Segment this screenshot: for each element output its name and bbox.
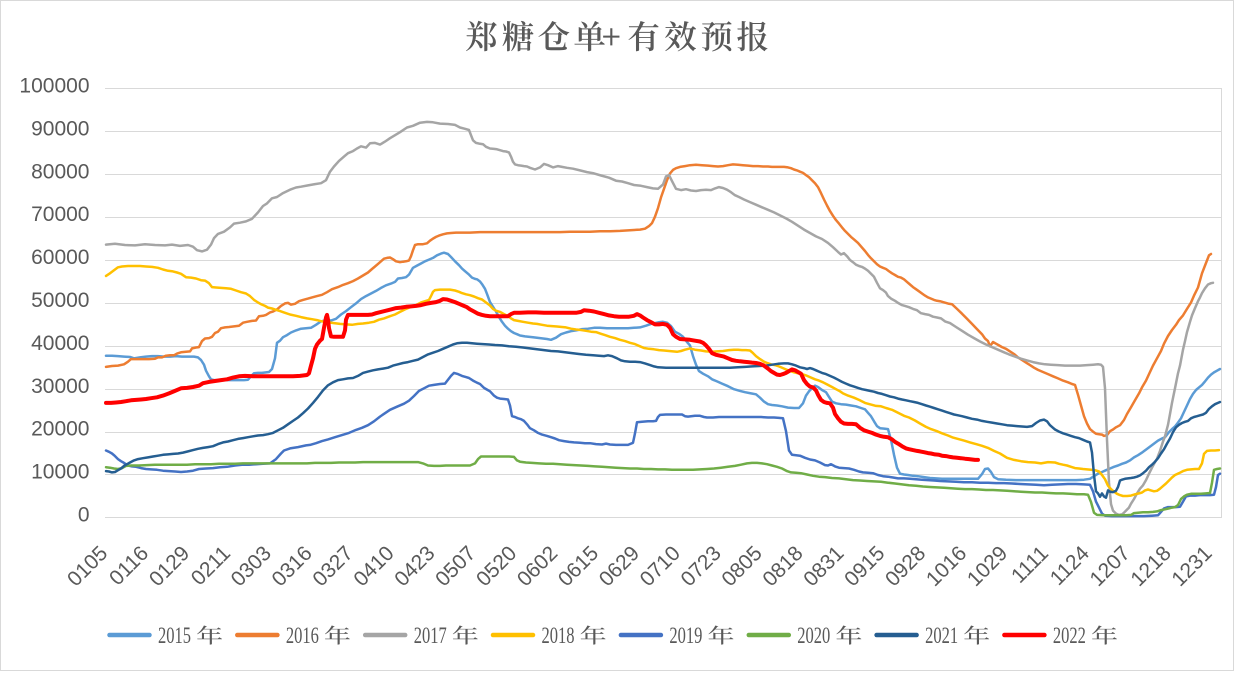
svg-text:2016: 2016 <box>286 623 319 648</box>
svg-text:2022: 2022 <box>1053 623 1086 648</box>
svg-text:0: 0 <box>78 504 90 527</box>
svg-text:2020: 2020 <box>797 623 830 648</box>
svg-text:2019: 2019 <box>669 623 702 648</box>
svg-text:20000: 20000 <box>31 418 89 441</box>
svg-text:2018: 2018 <box>542 623 575 648</box>
svg-text:2017: 2017 <box>414 623 447 648</box>
svg-text:100000: 100000 <box>19 75 89 98</box>
svg-text:80000: 80000 <box>31 160 89 183</box>
svg-text:60000: 60000 <box>31 246 89 269</box>
svg-text:40000: 40000 <box>31 332 89 355</box>
svg-text:70000: 70000 <box>31 203 89 226</box>
svg-text:10000: 10000 <box>31 461 89 484</box>
svg-text:2021: 2021 <box>925 623 958 648</box>
svg-text:30000: 30000 <box>31 375 89 398</box>
svg-text:50000: 50000 <box>31 289 89 312</box>
svg-text:90000: 90000 <box>31 117 89 140</box>
svg-text:2015: 2015 <box>158 623 191 648</box>
